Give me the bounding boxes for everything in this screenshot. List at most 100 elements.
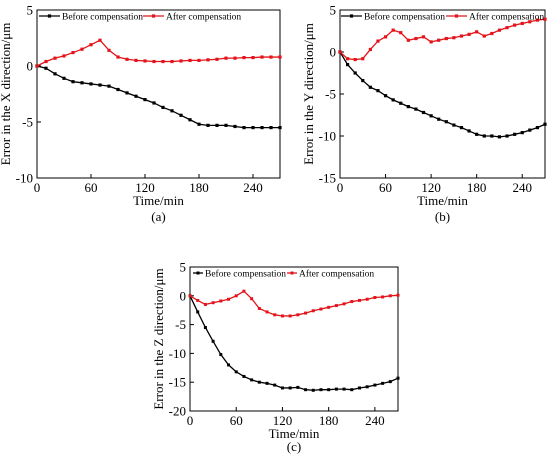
data-point <box>353 57 357 62</box>
chart-panel-3: 0 60 120 180 240 5 0 -5 -10 -15 -20 Time/min Error i… <box>151 260 400 454</box>
series-line-after <box>339 18 546 61</box>
data-point <box>505 134 509 138</box>
data-point <box>257 380 261 384</box>
data-point <box>188 118 192 122</box>
data-point <box>134 94 138 98</box>
data-point <box>269 126 273 130</box>
series-line-before <box>36 65 280 129</box>
data-point <box>350 388 354 392</box>
data-point <box>251 56 255 60</box>
data-point <box>224 123 228 127</box>
data-point <box>391 98 395 102</box>
legend-label: Before compensation <box>364 11 445 22</box>
data-point <box>381 295 385 299</box>
data-point <box>388 294 392 298</box>
data-point <box>224 56 228 60</box>
data-point <box>143 98 147 102</box>
data-point <box>152 59 156 64</box>
data-point <box>273 313 277 317</box>
chart-panel-1: 0 60 120 180 240 5 0 -5 -10 Time/min Error in the … <box>0 3 282 224</box>
x-tick-label: 240 <box>512 180 532 195</box>
x-tick-label: 0 <box>337 180 344 195</box>
data-point <box>429 114 433 118</box>
data-point <box>234 294 238 298</box>
chart-panel-2: 0 60 120 180 240 5 0 -5 -10 -15 Time/min Error in t… <box>301 3 547 224</box>
data-point <box>528 128 532 132</box>
x-tick-label: 60 <box>379 180 392 195</box>
data-point <box>342 302 346 306</box>
series-line-after <box>36 39 280 67</box>
data-point <box>98 38 102 42</box>
data-point <box>251 126 255 130</box>
y-tick-label: -15 <box>319 171 336 186</box>
x-tick-label: 180 <box>467 180 487 195</box>
data-point <box>170 59 174 64</box>
data-point <box>227 363 231 367</box>
data-point <box>250 297 254 301</box>
data-point <box>368 47 372 52</box>
data-point <box>269 55 273 59</box>
data-point <box>528 20 532 24</box>
data-point <box>350 300 354 304</box>
data-point <box>444 120 448 124</box>
data-point <box>179 59 183 63</box>
panel-label: (a) <box>151 209 165 224</box>
data-point <box>304 388 308 392</box>
y-axis-label: Error in the Z direction/μm <box>151 268 166 409</box>
data-point <box>80 81 84 85</box>
x-tick-label: 60 <box>85 180 98 195</box>
legend-marker <box>196 271 200 275</box>
data-point <box>376 39 380 43</box>
data-point <box>421 35 426 39</box>
data-point <box>161 105 165 110</box>
data-point <box>125 57 129 61</box>
data-point <box>98 83 102 87</box>
y-tick-label: -15 <box>169 375 186 390</box>
y-tick-label: 0 <box>27 59 34 74</box>
data-point <box>467 32 471 36</box>
y-axis-label: Error in the Y direction/μm <box>301 23 316 165</box>
data-point <box>535 18 540 22</box>
data-point <box>406 38 410 42</box>
data-point <box>53 72 57 76</box>
data-point <box>219 299 223 303</box>
data-point <box>421 110 426 115</box>
data-point <box>215 123 219 127</box>
data-point <box>242 374 246 378</box>
data-point <box>373 383 377 387</box>
y-tick-label: 5 <box>330 3 337 18</box>
data-point <box>482 134 486 138</box>
legend-label: After compensation <box>469 11 544 22</box>
data-point <box>396 376 400 380</box>
data-point <box>357 298 361 302</box>
series-line-before <box>189 295 399 391</box>
data-point <box>520 21 524 26</box>
data-point <box>361 57 365 61</box>
legend-marker <box>47 14 52 18</box>
data-point <box>62 76 66 80</box>
data-point <box>206 123 210 127</box>
data-point <box>273 383 277 387</box>
x-tick-label: 240 <box>243 180 263 195</box>
data-point <box>396 293 400 297</box>
data-point <box>44 59 48 64</box>
data-point <box>280 314 284 318</box>
y-tick-label: -10 <box>169 346 186 361</box>
data-point <box>242 56 246 60</box>
data-point <box>399 101 403 105</box>
data-point <box>429 40 433 44</box>
y-tick-label: 0 <box>330 45 337 60</box>
legend-label: Before compensation <box>205 268 286 279</box>
data-point <box>497 28 502 32</box>
data-point <box>497 135 502 139</box>
y-tick-label: -5 <box>22 115 33 130</box>
y-tick-label: 0 <box>180 288 187 303</box>
data-point <box>250 378 254 382</box>
data-point <box>345 57 350 61</box>
data-point <box>444 36 448 41</box>
legend-label: Before compensation <box>62 11 143 22</box>
data-point <box>353 71 357 75</box>
x-tick-label: 120 <box>273 413 293 428</box>
data-point <box>373 296 377 300</box>
data-point <box>242 289 246 293</box>
